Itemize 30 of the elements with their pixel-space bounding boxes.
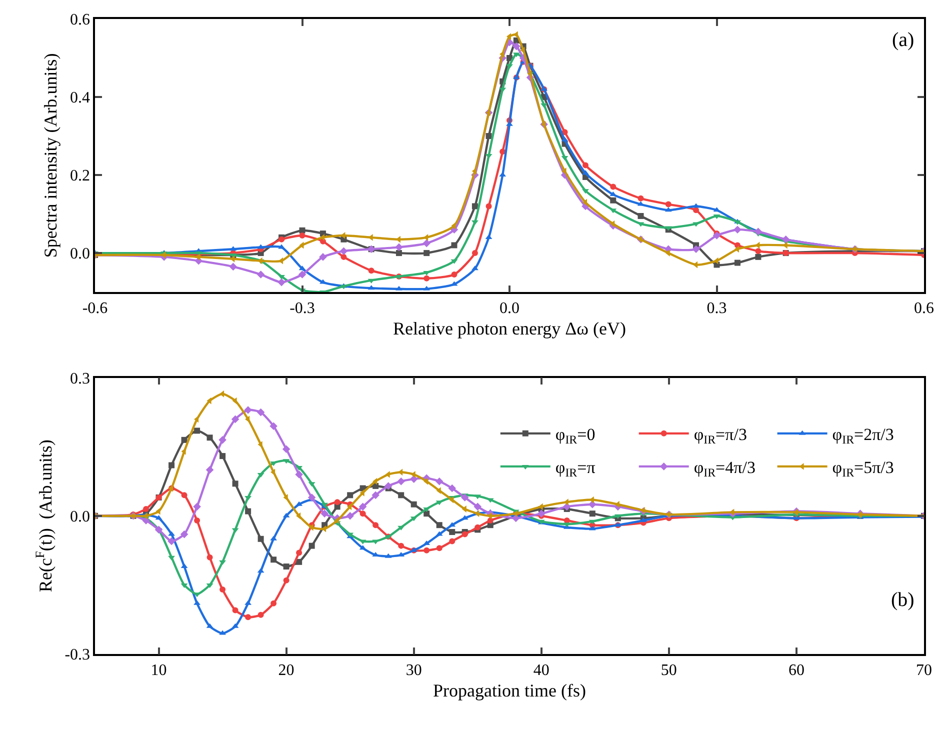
legend-label: φ$_{IR}$=2π/3 <box>832 425 894 447</box>
x-tick-label: 20 <box>278 662 294 679</box>
y-tick-label: 0.3 <box>70 370 90 388</box>
x-tick-label: 30 <box>406 662 422 679</box>
y-tick-label: 0.6 <box>70 12 90 29</box>
legend-label: φ$_{IR}$=5π/3 <box>832 458 894 480</box>
x-tick-label: 60 <box>788 662 804 679</box>
annotation: (a) <box>892 29 914 51</box>
legend-label: φ$_{IR}$=0 <box>555 425 596 447</box>
x-tick-label: 70 <box>916 662 932 679</box>
x-tick-label: -0.3 <box>290 300 315 317</box>
legend-label: φ$_{IR}$=π/3 <box>694 425 747 447</box>
x-axis-title: Propagation time (fs) <box>433 680 586 701</box>
y-tick-label: 0.4 <box>70 90 90 107</box>
annotation: (b) <box>891 589 914 611</box>
x-tick-label: 40 <box>533 662 550 679</box>
x-tick-label: 0.3 <box>706 300 727 317</box>
y-tick-label: 0.0 <box>70 508 90 526</box>
x-tick-label: -0.6 <box>82 300 108 317</box>
y-axis-title: Spectra intensity (Arb.units) <box>40 53 61 258</box>
y-tick-label: 0.0 <box>70 246 90 263</box>
x-tick-label: 0.6 <box>914 300 934 317</box>
legend-label: φ$_{IR}$=4π/3 <box>694 458 756 480</box>
x-tick-label: 0.0 <box>500 300 520 317</box>
x-tick-label: 10 <box>150 662 167 679</box>
legend-label: φ$_{IR}$=π <box>555 458 596 480</box>
x-axis-title: Relative photon energy Δω (eV) <box>392 318 626 339</box>
y-tick-label: -0.3 <box>64 646 90 664</box>
x-tick-label: 50 <box>660 662 677 679</box>
y-tick-label: 0.2 <box>70 168 90 185</box>
